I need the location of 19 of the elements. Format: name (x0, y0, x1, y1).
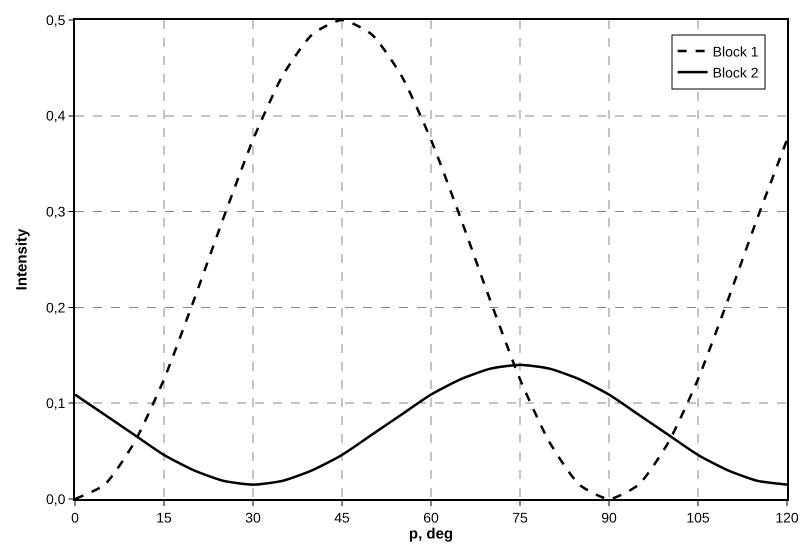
y-tick-label: 0,3 (46, 204, 66, 220)
legend-label: Block 2 (712, 64, 759, 81)
x-tick-label: 90 (601, 510, 617, 526)
y-tick-label: 0,4 (46, 108, 66, 124)
x-tick-label: 75 (512, 510, 528, 526)
y-tick-label: 0,0 (46, 490, 66, 507)
x-tick-label: 105 (686, 510, 710, 526)
x-axis-title: p, deg (408, 526, 454, 543)
y-tick-label: 0,2 (46, 299, 66, 316)
x-tick-label: 15 (156, 510, 172, 526)
y-tick-label: 0,1 (46, 395, 66, 412)
legend-label: Block 1 (712, 43, 759, 60)
y-axis-title: Intensity (14, 228, 31, 290)
x-tick-label: 0 (71, 510, 80, 526)
x-tick-label: 30 (245, 510, 261, 526)
x-tick-label: 120 (775, 510, 799, 526)
x-tick-label: 60 (423, 510, 439, 526)
x-tick-label: 45 (334, 510, 350, 526)
y-tick-label: 0,5 (46, 12, 66, 28)
